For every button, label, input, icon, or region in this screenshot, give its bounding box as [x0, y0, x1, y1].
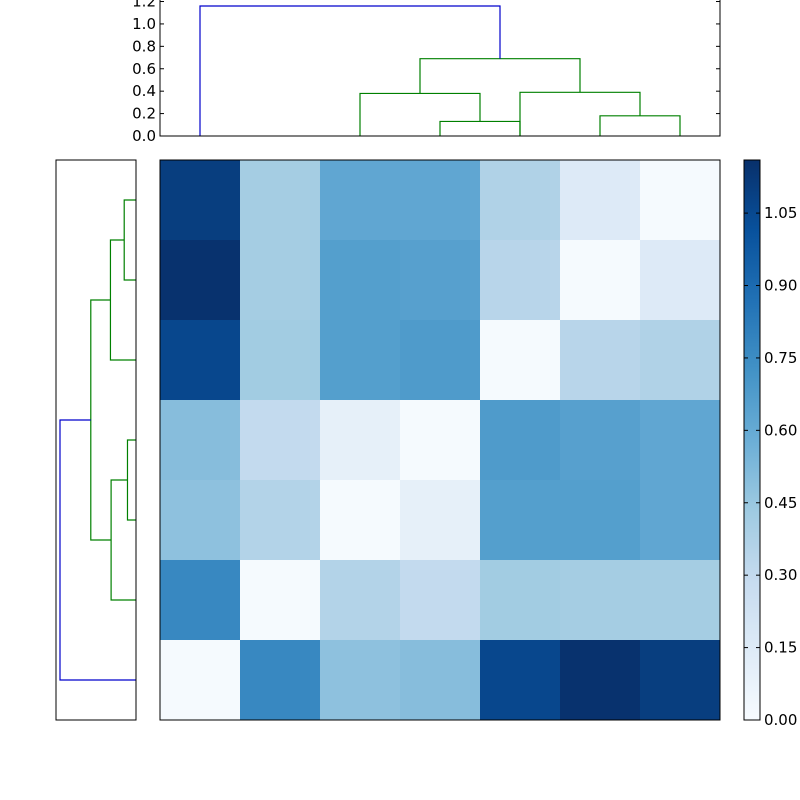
- heatmap-cell: [240, 400, 321, 481]
- heatmap-cell: [400, 640, 481, 721]
- heatmap-cell: [240, 160, 321, 241]
- heatmap-cell: [400, 400, 481, 481]
- heatmap-cell: [480, 320, 561, 401]
- y-tick-label: 0.6: [132, 60, 156, 78]
- heatmap-cell: [240, 320, 321, 401]
- heatmap-cell: [640, 400, 721, 481]
- colorbar-tick-label: 0.60: [764, 421, 797, 439]
- colorbar-tick-label: 0.15: [764, 639, 797, 657]
- dendrogram-link: [599, 115, 681, 136]
- colorbar-tick-label: 1.05: [764, 204, 797, 222]
- top-dendrogram-frame: [159, 0, 721, 137]
- y-tick-label: 0.8: [132, 37, 156, 55]
- colorbar-gradient: [743, 159, 761, 721]
- dendrogram-link: [419, 58, 581, 94]
- heatmap: [159, 159, 721, 721]
- colorbar: 0.00 0.15 0.30 0.45 0.60 0.75 0.90 1.05: [743, 159, 797, 729]
- heatmap-cell: [400, 320, 481, 401]
- heatmap-cell: [400, 480, 481, 561]
- dendrogram-link: [90, 299, 112, 541]
- dendrogram-link: [109, 239, 136, 361]
- colorbar-tick-label: 0.75: [764, 349, 797, 367]
- colorbar-tick-label: 0.00: [764, 711, 797, 729]
- heatmap-cell: [480, 240, 561, 321]
- heatmap-cell: [240, 480, 321, 561]
- colorbar-tick-label: 0.45: [764, 494, 797, 512]
- heatmap-cell: [320, 640, 401, 721]
- heatmap-cell: [480, 640, 561, 721]
- dendrogram-link: [59, 419, 136, 681]
- y-tick-label: 1.2: [132, 0, 156, 11]
- heatmap-cell: [160, 400, 241, 481]
- heatmap-cell: [160, 640, 241, 721]
- dendrogram-link: [126, 439, 136, 521]
- heatmap-cell: [640, 320, 721, 401]
- heatmap-cell: [160, 160, 241, 241]
- y-tick-label: 0.4: [132, 82, 156, 100]
- y-tick-label: 0.0: [132, 127, 156, 145]
- heatmap-cell: [640, 640, 721, 721]
- heatmap-cell: [160, 320, 241, 401]
- heatmap-cell: [320, 240, 401, 321]
- heatmap-cell: [640, 560, 721, 641]
- dendrogram-link: [110, 479, 136, 601]
- heatmap-cell: [240, 560, 321, 641]
- heatmap-cell: [560, 240, 641, 321]
- heatmap-cell: [560, 400, 641, 481]
- heatmap-cell: [160, 560, 241, 641]
- heatmap-cell: [480, 480, 561, 561]
- heatmap-cell: [560, 560, 641, 641]
- left-dendrogram-frame: [55, 159, 137, 721]
- heatmap-cell: [640, 160, 721, 241]
- heatmap-cell: [320, 160, 401, 241]
- heatmap-cell: [640, 240, 721, 321]
- heatmap-cell: [480, 400, 561, 481]
- heatmap-frame: [159, 159, 721, 721]
- heatmap-cell: [320, 400, 401, 481]
- heatmap-cell: [560, 320, 641, 401]
- dendrogram-link: [199, 5, 501, 136]
- y-tick-label: 1.0: [132, 15, 156, 33]
- heatmap-cell: [560, 640, 641, 721]
- colorbar-tick-label: 0.90: [764, 277, 797, 295]
- dendrogram-link: [439, 120, 521, 136]
- heatmap-cell: [240, 640, 321, 721]
- heatmap-cell: [640, 480, 721, 561]
- dendrogram-link: [359, 92, 481, 136]
- heatmap-cell: [400, 240, 481, 321]
- heatmap-cell: [320, 480, 401, 561]
- top-dendrogram: 0.0 0.2 0.4 0.6 0.8 1.0 1.2: [132, 0, 721, 145]
- dendrogram-link: [123, 199, 136, 281]
- heatmap-cell: [320, 320, 401, 401]
- heatmap-cell: [240, 240, 321, 321]
- heatmap-cell: [560, 160, 641, 241]
- heatmap-cell: [320, 560, 401, 641]
- heatmap-cell: [480, 560, 561, 641]
- heatmap-cell: [400, 560, 481, 641]
- heatmap-cell: [400, 160, 481, 241]
- heatmap-cell: [160, 480, 241, 561]
- heatmap-cell: [560, 480, 641, 561]
- heatmap-cell: [480, 160, 561, 241]
- left-dendrogram: [55, 159, 137, 721]
- colorbar-tick-label: 0.30: [764, 566, 797, 584]
- heatmap-cell: [160, 240, 241, 321]
- dendrogram-link: [519, 91, 641, 136]
- y-tick-label: 0.2: [132, 105, 156, 123]
